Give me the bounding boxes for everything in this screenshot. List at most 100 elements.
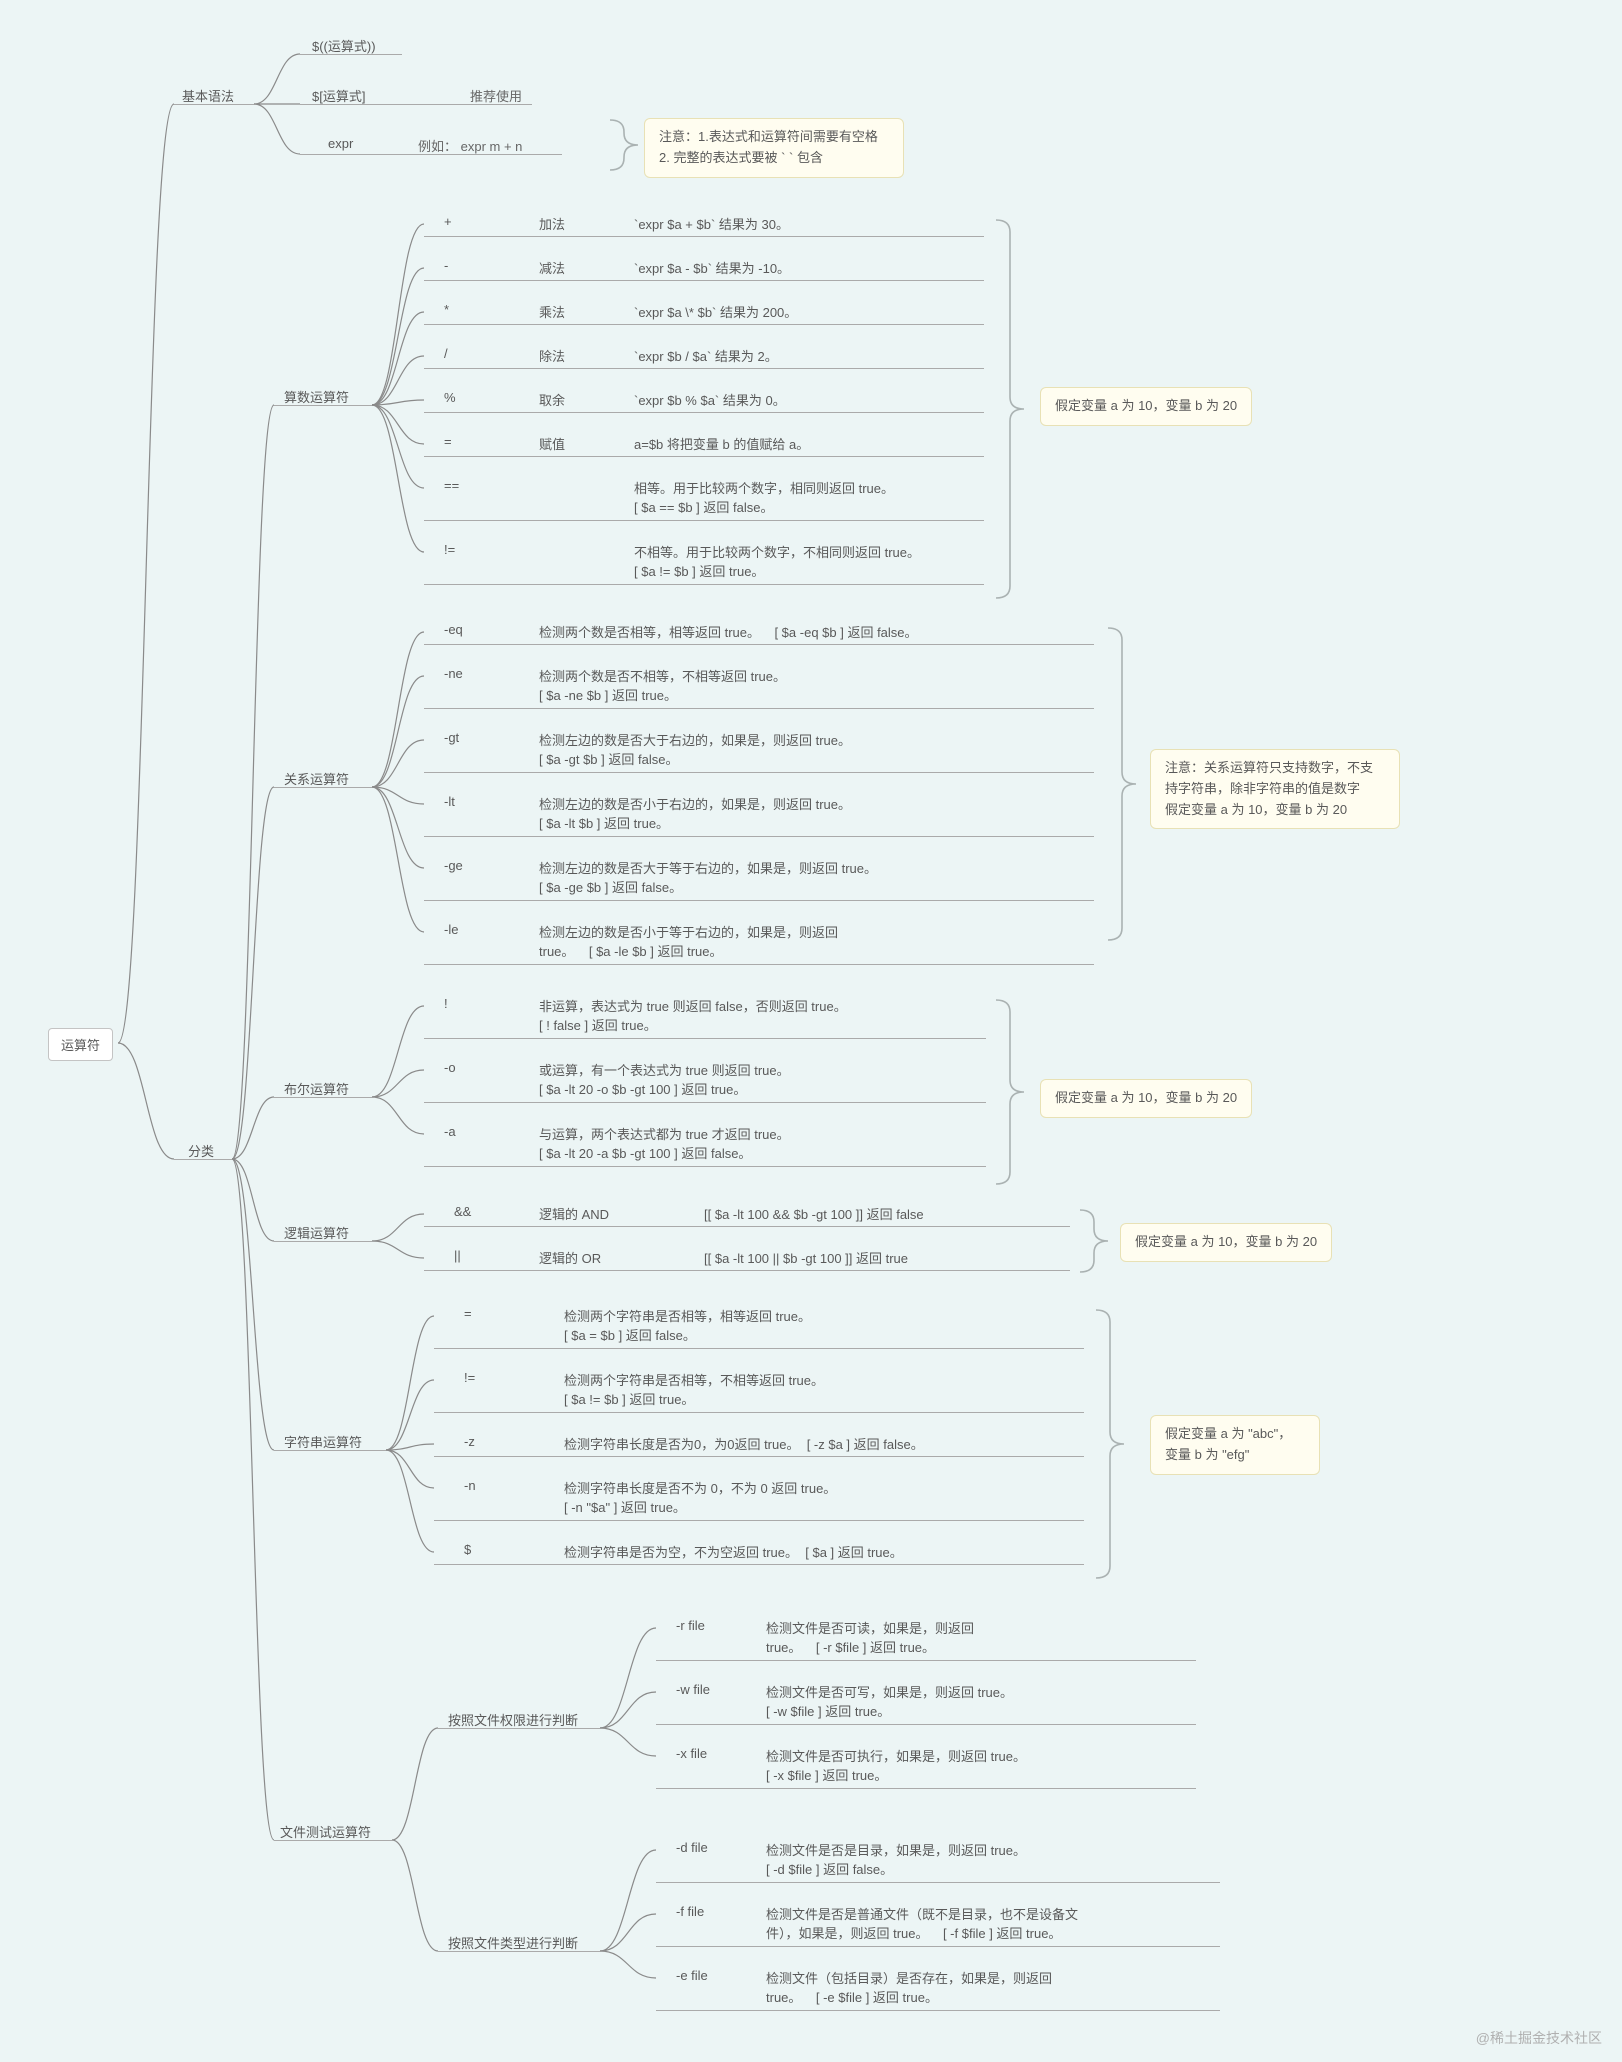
cell: 与运算，两个表达式都为 true 才返回 true。 [ $a -lt 20 -… xyxy=(539,1124,790,1162)
row-underline xyxy=(424,1038,986,1039)
row-underline xyxy=(434,1520,1084,1521)
cell: % xyxy=(444,390,456,405)
hr xyxy=(300,104,532,105)
cell: 检测两个字符串是否相等，不相等返回 true。 [ $a != $b ] 返回 … xyxy=(564,1370,824,1408)
row-underline xyxy=(424,368,984,369)
row-underline xyxy=(424,644,1094,645)
logic-label: 逻辑运算符 xyxy=(284,1223,349,1242)
cell: 加法 xyxy=(539,214,565,233)
bool-assume: 假定变量 a 为 10，变量 b 为 20 xyxy=(1040,1079,1252,1118)
row-underline xyxy=(424,456,984,457)
arith-label: 算数运算符 xyxy=(284,387,349,406)
cell: 减法 xyxy=(539,258,565,277)
cell: 检测两个数是否相等，相等返回 true。 [ $a -eq $b ] 返回 fa… xyxy=(539,622,918,641)
cell: -w file xyxy=(676,1682,710,1697)
cell: + xyxy=(444,214,452,229)
cell: -z xyxy=(464,1434,475,1449)
hr xyxy=(274,1241,372,1242)
cell: != xyxy=(464,1370,475,1385)
hr xyxy=(274,787,372,788)
row-underline xyxy=(656,1946,1220,1947)
cell: 非运算，表达式为 true 则返回 false，否则返回 true。 [ ! f… xyxy=(539,996,847,1034)
str-label: 字符串运算符 xyxy=(284,1432,362,1451)
rel-assume: 注意：关系运算符只支持数字，不支持字符串，除非字符串的值是数字 假定变量 a 为… xyxy=(1150,749,1400,829)
cell: 赋值 xyxy=(539,434,565,453)
syntax-b: $[运算式] xyxy=(312,86,365,105)
cell: -x file xyxy=(676,1746,707,1761)
cell: -le xyxy=(444,922,458,937)
hr xyxy=(274,1097,372,1098)
cell: -r file xyxy=(676,1618,705,1633)
file-label: 文件测试运算符 xyxy=(280,1822,371,1841)
cell: 检测文件是否可执行，如果是，则返回 true。 [ -x $file ] 返回 … xyxy=(766,1746,1026,1784)
cell: `expr $a \* $b` 结果为 200。 xyxy=(634,302,797,321)
cell: 检测字符串长度是否为0，为0返回 true。 [ -z $a ] 返回 fals… xyxy=(564,1434,924,1453)
cell: a=$b 将把变量 b 的值赋给 a。 xyxy=(634,434,809,453)
hr xyxy=(274,1840,392,1841)
cell: / xyxy=(444,346,448,361)
cell: - xyxy=(444,258,448,273)
row-underline xyxy=(424,520,984,521)
row-underline xyxy=(424,708,1094,709)
cell: 或运算，有一个表达式为 true 则返回 true。 [ $a -lt 20 -… xyxy=(539,1060,790,1098)
cell: -lt xyxy=(444,794,455,809)
cell: 相等。用于比较两个数字，相同则返回 true。 [ $a == $b ] 返回 … xyxy=(634,478,894,516)
logic-assume: 假定变量 a 为 10，变量 b 为 20 xyxy=(1120,1223,1332,1262)
row-underline xyxy=(424,900,1094,901)
cell: 检测文件（包括目录）是否存在，如果是，则返回 true。 [ -e $file … xyxy=(766,1968,1052,2006)
cell: -n xyxy=(464,1478,476,1493)
cell: -ne xyxy=(444,666,463,681)
row-underline xyxy=(424,584,984,585)
cell: 逻辑的 AND xyxy=(539,1204,609,1223)
cell: -gt xyxy=(444,730,459,745)
row-underline xyxy=(434,1348,1084,1349)
cell: -ge xyxy=(444,858,463,873)
cell: 不相等。用于比较两个数字，不相同则返回 true。 [ $a != $b ] 返… xyxy=(634,542,920,580)
cell: 检测左边的数是否小于等于右边的，如果是，则返回 true。 [ $a -le $… xyxy=(539,922,838,960)
hr xyxy=(274,1450,386,1451)
syntax-c-note: 例如： expr m + n xyxy=(418,136,522,155)
rel-label: 关系运算符 xyxy=(284,769,349,788)
cell: 检测两个字符串是否相等，相等返回 true。 [ $a = $b ] 返回 fa… xyxy=(564,1306,811,1344)
syntax-warn: 注意：1.表达式和运算符间需要有空格 2. 完整的表达式要被 ` ` 包含 xyxy=(644,118,904,178)
file-type-label: 按照文件类型进行判断 xyxy=(448,1933,578,1952)
row-underline xyxy=(656,1882,1220,1883)
file-perm-label: 按照文件权限进行判断 xyxy=(448,1710,578,1729)
row-underline xyxy=(434,1456,1084,1457)
cell: `expr $a - $b` 结果为 -10。 xyxy=(634,258,790,277)
cell: [[ $a -lt 100 && $b -gt 100 ]] 返回 false xyxy=(704,1204,924,1223)
cell: 检测左边的数是否大于右边的，如果是，则返回 true。 [ $a -gt $b … xyxy=(539,730,851,768)
hr xyxy=(274,405,372,406)
cell: == xyxy=(444,478,459,493)
cell: 检测文件是否是目录，如果是，则返回 true。 [ -d $file ] 返回 … xyxy=(766,1840,1026,1878)
row-underline xyxy=(424,836,1094,837)
row-underline xyxy=(424,1270,1070,1271)
hr xyxy=(174,104,254,105)
watermark: @稀土掘金技术社区 xyxy=(1476,2028,1602,2048)
bool-label: 布尔运算符 xyxy=(284,1079,349,1098)
cell: * xyxy=(444,302,449,317)
hr xyxy=(300,54,402,55)
cell: -f file xyxy=(676,1904,704,1919)
cell: || xyxy=(454,1248,461,1263)
row-underline xyxy=(656,1724,1196,1725)
cell: = xyxy=(464,1306,472,1321)
row-underline xyxy=(424,772,1094,773)
cell: -eq xyxy=(444,622,463,637)
cell: != xyxy=(444,542,455,557)
cell: $ xyxy=(464,1542,471,1557)
row-underline xyxy=(424,1102,986,1103)
syntax-c: expr xyxy=(328,136,353,151)
syntax-label: 基本语法 xyxy=(182,86,234,105)
syntax-a: $((运算式)) xyxy=(312,36,376,55)
str-assume: 假定变量 a 为 "abc"， 变量 b 为 "efg" xyxy=(1150,1415,1320,1475)
cell: 乘法 xyxy=(539,302,565,321)
cell: -a xyxy=(444,1124,456,1139)
cell: 检测左边的数是否小于右边的，如果是，则返回 true。 [ $a -lt $b … xyxy=(539,794,851,832)
hr xyxy=(438,1728,600,1729)
row-underline xyxy=(424,412,984,413)
hr xyxy=(174,1159,232,1160)
category-label: 分类 xyxy=(188,1141,214,1160)
row-underline xyxy=(424,280,984,281)
cell: `expr $a + $b` 结果为 30。 xyxy=(634,214,789,233)
